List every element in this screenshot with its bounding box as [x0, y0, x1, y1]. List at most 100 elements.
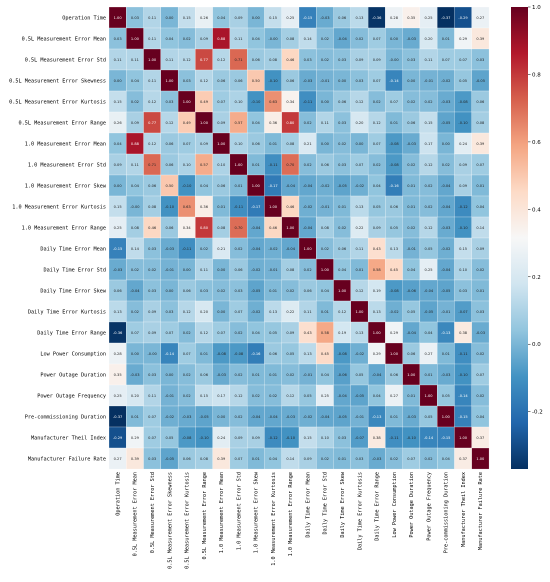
cell-value-label: -0.02: [268, 247, 277, 251]
cell-value-label: 0.04: [338, 268, 347, 272]
cell-value-label: 0.07: [390, 100, 398, 104]
cell-value-label: 0.01: [425, 373, 433, 377]
cell-value-label: -0.01: [303, 373, 312, 377]
cell-value-label: 0.02: [321, 58, 329, 62]
cell-value-label: 0.03: [338, 163, 346, 167]
cell-value-label: 0.04: [442, 457, 451, 461]
cell-value-label: 0.09: [373, 226, 382, 230]
cell-value-label: -0.12: [268, 436, 277, 440]
cell-value-label: 0.00: [165, 289, 174, 293]
cell-value-label: 0.15: [425, 121, 433, 125]
cell-value-label: -0.02: [251, 310, 260, 314]
cell-value-label: 0.06: [321, 163, 330, 167]
cell-value-label: 0.19: [373, 289, 382, 293]
cell-value-label: 0.06: [407, 121, 416, 125]
row-label-daily-time-error-range: Daily Time Error Range: [37, 330, 106, 336]
cell-value-label: 0.01: [269, 142, 277, 146]
column-label-0-5l-measurement-error-skewness: 0.5L Measurement Error Skewness: [167, 472, 173, 569]
cell-value-label: 0.01: [476, 184, 484, 188]
cell-value-label: 0.26: [200, 16, 209, 20]
cell-value-label: 0.05: [269, 331, 277, 335]
cell-value-label: 0.06: [165, 163, 174, 167]
cell-value-label: -0.03: [407, 37, 416, 41]
cell-value-label: 0.14: [131, 247, 140, 251]
cell-value-label: 0.19: [338, 331, 347, 335]
cell-value-label: 0.80: [200, 226, 209, 230]
column-label-pre-commissioning-duration: Pre-commissioning Duration: [444, 472, 450, 553]
cell-value-label: 0.11: [131, 58, 139, 62]
cell-value-label: 0.46: [286, 205, 295, 209]
cell-value-label: 0.70: [286, 163, 295, 167]
column-label-0-5l-measurement-error-std: 0.5L Measurement Error Std: [150, 472, 156, 553]
cell-value-label: -0.02: [251, 268, 260, 272]
cell-value-label: 0.12: [183, 310, 191, 314]
cell-value-label: -0.05: [441, 289, 450, 293]
cell-value-label: 0.06: [407, 352, 416, 356]
cell-value-label: 0.07: [442, 58, 450, 62]
cell-value-label: 0.01: [321, 310, 329, 314]
cell-value-label: -0.02: [441, 79, 450, 83]
cell-value-label: 0.07: [373, 142, 381, 146]
cell-value-label: 0.06: [476, 100, 485, 104]
row-label-daily-time-error-kurtosis: Daily Time Error Kurtosis: [28, 309, 106, 315]
cell-value-label: 0.01: [252, 457, 260, 461]
cell-value-label: -0.04: [251, 415, 261, 419]
cell-value-label: 0.28: [390, 16, 399, 20]
cell-value-label: 0.02: [338, 226, 346, 230]
cell-value-label: 0.13: [373, 310, 381, 314]
cell-value-label: 0.05: [425, 415, 433, 419]
cell-value-label: 0.15: [114, 205, 122, 209]
cell-value-label: 0.04: [217, 16, 226, 20]
cell-value-label: 0.04: [114, 142, 123, 146]
cell-value-label: -0.07: [355, 436, 364, 440]
cell-value-label: 0.05: [165, 436, 173, 440]
cell-value-label: 0.09: [459, 163, 468, 167]
cell-value-label: 0.02: [425, 205, 433, 209]
cell-value-label: 0.02: [252, 394, 260, 398]
cell-value-label: 0.27: [390, 394, 398, 398]
cell-value-label: 1.00: [442, 415, 451, 419]
cell-value-label: -0.05: [441, 121, 450, 125]
cell-value-label: -0.01: [165, 268, 174, 272]
cell-value-label: 0.12: [200, 79, 208, 83]
cell-value-label: 0.34: [183, 226, 192, 230]
cell-value-label: -0.29: [113, 436, 123, 440]
cell-value-label: 0.00: [114, 79, 123, 83]
cell-value-label: 0.03: [304, 58, 312, 62]
cell-value-label: 0.01: [442, 37, 450, 41]
cell-value-label: 1.00: [390, 352, 399, 356]
cell-value-label: -0.11: [182, 247, 191, 251]
cell-value-label: 0.35: [114, 373, 122, 377]
cell-value-label: 0.08: [131, 226, 140, 230]
row-label-0-5l-measurement-error-std: 0.5L Measurement Error Std: [25, 57, 106, 63]
cell-value-label: 1.00: [338, 289, 347, 293]
cell-value-label: 0.03: [338, 436, 346, 440]
cell-value-label: 0.03: [131, 16, 139, 20]
cell-value-label: 0.20: [355, 121, 364, 125]
cell-value-label: -0.08: [458, 100, 468, 104]
cell-value-label: 0.00: [321, 142, 330, 146]
row-label-1-0-measurement-error-std: 1.0 Measurement Error Std: [28, 162, 106, 168]
cell-value-label: 0.15: [304, 436, 312, 440]
cell-value-label: 0.06: [390, 205, 399, 209]
cell-value-label: 0.02: [269, 394, 277, 398]
cell-value-label: 0.01: [235, 184, 243, 188]
cell-value-label: -0.01: [320, 79, 329, 83]
cell-value-label: -0.02: [355, 184, 364, 188]
colorbar-tick-label: 0.0: [532, 342, 541, 348]
cell-value-label: 0.21: [217, 247, 225, 251]
cell-value-label: -0.02: [303, 205, 312, 209]
row-label-manufacturer-failure-rate: Manufacturer Failure Rate: [28, 456, 106, 462]
column-label-1-0-measurement-error-range: 1.0 Measurement Error Range: [288, 472, 294, 556]
cell-value-label: -0.08: [389, 163, 399, 167]
colorbar: -0.2 0.0 0.2 0.4 0.6 0.8 1.0: [511, 5, 543, 469]
cell-value-label: 0.07: [407, 457, 415, 461]
cell-value-label: 1.00: [183, 100, 192, 104]
column-label-power-outage-duration: Power Outage Duration: [409, 472, 415, 538]
cell-value-label: 0.02: [425, 457, 433, 461]
cell-value-label: -0.11: [268, 163, 277, 167]
cell-value-label: 0.24: [459, 142, 468, 146]
cell-value-label: -0.10: [286, 436, 296, 440]
cell-value-label: 0.00: [442, 142, 451, 146]
cell-value-label: 0.06: [217, 79, 226, 83]
